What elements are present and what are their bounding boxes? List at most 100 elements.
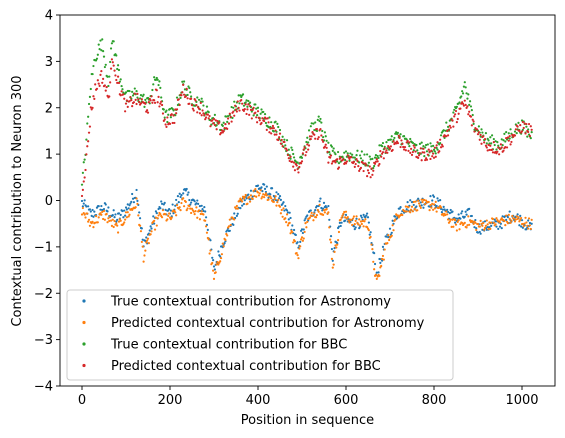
data-point: [490, 134, 494, 137]
data-point: [498, 221, 502, 224]
data-point: [193, 200, 196, 203]
data-point: [442, 214, 445, 217]
data-point: [527, 227, 530, 230]
data-point: [433, 207, 436, 210]
data-point: [217, 250, 220, 253]
data-point: [508, 217, 511, 220]
data-point: [474, 218, 477, 222]
data-point: [320, 206, 323, 210]
data-point: [144, 98, 147, 101]
data-point: [481, 224, 484, 227]
data-point: [240, 198, 243, 201]
data-point: [159, 86, 162, 89]
legend-marker: [82, 363, 86, 368]
data-point: [463, 221, 466, 224]
data-point: [83, 199, 86, 202]
data-point: [88, 224, 92, 227]
data-point: [305, 150, 308, 154]
data-point: [267, 126, 270, 129]
data-point: [388, 147, 392, 150]
data-point: [314, 121, 317, 124]
data-point: [378, 257, 381, 261]
data-point: [223, 241, 226, 245]
data-point: [182, 93, 186, 96]
data-point: [379, 150, 382, 153]
data-point: [146, 237, 150, 240]
data-point: [283, 138, 286, 141]
data-point: [209, 125, 212, 128]
data-point: [153, 228, 157, 231]
data-point: [339, 218, 342, 221]
data-point: [386, 242, 389, 245]
data-point: [175, 96, 179, 99]
data-point: [91, 106, 94, 109]
data-point: [380, 259, 384, 262]
data-point: [125, 216, 128, 219]
data-point: [483, 226, 487, 229]
data-point: [335, 246, 338, 249]
data-point: [207, 111, 210, 114]
data-point: [354, 219, 357, 222]
data-point: [160, 202, 164, 205]
data-point: [248, 196, 251, 199]
data-point: [251, 108, 254, 112]
data-point: [383, 147, 386, 150]
data-point: [362, 169, 365, 173]
data-point: [329, 235, 333, 238]
data-point: [505, 146, 509, 149]
data-point: [415, 205, 418, 208]
data-point: [301, 231, 304, 235]
data-point: [274, 129, 277, 132]
data-point: [467, 215, 470, 218]
data-point: [497, 144, 500, 147]
data-point: [168, 208, 171, 211]
data-point: [446, 218, 450, 221]
data-point: [456, 220, 459, 224]
y-tick-label: 1: [45, 148, 53, 163]
data-point: [133, 87, 136, 90]
data-point: [260, 186, 263, 189]
data-point: [316, 208, 319, 212]
data-point: [83, 213, 86, 216]
data-point: [144, 102, 147, 105]
data-point: [255, 116, 258, 119]
data-point: [242, 104, 246, 107]
data-point: [520, 130, 524, 133]
data-point: [381, 141, 385, 145]
data-point: [471, 118, 474, 121]
data-point: [502, 139, 505, 142]
data-point: [446, 129, 449, 133]
data-point: [317, 115, 320, 118]
data-point: [322, 213, 325, 216]
data-point: [127, 215, 130, 218]
data-point: [270, 187, 274, 190]
data-point: [163, 118, 166, 121]
data-point: [98, 48, 101, 51]
data-point: [225, 115, 228, 118]
data-point: [373, 262, 377, 266]
data-point: [264, 192, 268, 195]
data-point: [337, 225, 341, 228]
data-point: [136, 202, 139, 205]
data-point: [515, 215, 518, 218]
data-point: [135, 90, 138, 93]
data-point: [236, 212, 239, 215]
data-point: [174, 211, 177, 214]
data-point: [420, 198, 423, 201]
data-point: [389, 145, 392, 148]
data-point: [204, 111, 208, 114]
data-point: [270, 121, 273, 124]
x-tick-label: 1000: [505, 393, 538, 408]
data-point: [196, 199, 199, 202]
data-point: [478, 138, 481, 141]
data-point: [229, 115, 232, 118]
data-point: [112, 64, 115, 67]
data-point: [488, 221, 491, 224]
data-point: [355, 158, 358, 161]
data-point: [260, 121, 263, 125]
data-point: [309, 214, 312, 217]
data-point: [459, 107, 462, 110]
data-point: [301, 152, 304, 155]
data-point: [104, 89, 107, 92]
data-point: [440, 143, 444, 146]
